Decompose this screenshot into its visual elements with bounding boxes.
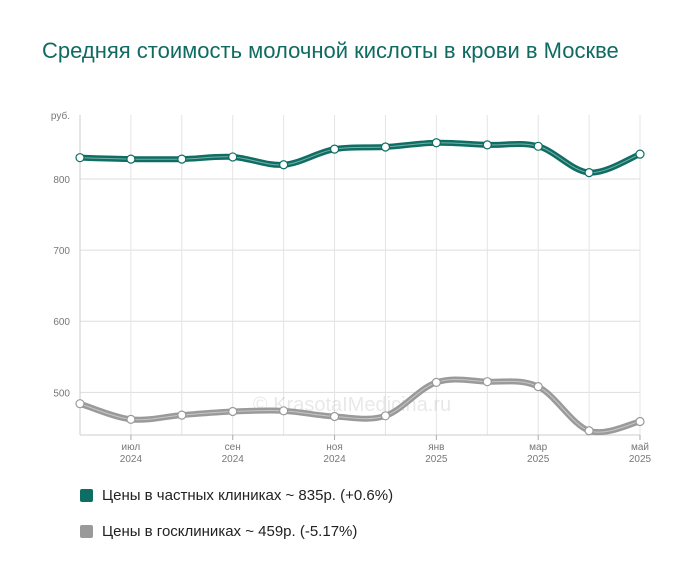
- y-tick-label: 600: [53, 317, 70, 328]
- legend: Цены в частных клиниках ~ 835р. (+0.6%) …: [80, 485, 393, 557]
- legend-label-private: Цены в частных клиниках ~ 835р. (+0.6%): [102, 486, 394, 504]
- data-point[interactable]: [431, 377, 441, 387]
- data-point[interactable]: [75, 153, 85, 163]
- x-tick-label: май: [631, 442, 649, 453]
- y-unit-label: руб.: [51, 110, 70, 122]
- data-point[interactable]: [533, 382, 543, 392]
- x-tick-year: 2025: [629, 454, 652, 465]
- data-point[interactable]: [228, 406, 238, 417]
- x-tick-label: сен: [225, 442, 241, 453]
- grid-layer: [80, 115, 641, 435]
- data-point[interactable]: [75, 399, 85, 409]
- legend-label-public: Цены в госклиниках ~ 459р. (-5.17%): [102, 522, 358, 540]
- data-point[interactable]: [329, 144, 340, 154]
- x-tick-label: янв: [428, 442, 444, 453]
- axis-layer: 500600700800руб.июл2024сен2024ноя2024янв…: [51, 110, 652, 465]
- x-tick-label: июл: [122, 442, 141, 453]
- x-tick-year: 2025: [527, 454, 550, 465]
- data-point[interactable]: [126, 414, 136, 424]
- x-tick-year: 2024: [120, 454, 143, 465]
- x-tick-label: мар: [529, 442, 547, 453]
- data-point[interactable]: [380, 411, 391, 421]
- data-point[interactable]: [635, 149, 645, 159]
- data-point[interactable]: [279, 160, 289, 170]
- data-point[interactable]: [228, 152, 238, 162]
- data-point[interactable]: [482, 377, 492, 387]
- legend-item-public[interactable]: Цены в госклиниках ~ 459р. (-5.17%): [80, 521, 393, 541]
- points-layer: [75, 138, 645, 436]
- x-tick-year: 2024: [222, 454, 245, 465]
- data-point[interactable]: [635, 416, 645, 427]
- chart-title: Средняя стоимость молочной кислоты в кро…: [42, 38, 619, 63]
- legend-swatch-public: [80, 524, 93, 538]
- legend-item-private[interactable]: Цены в частных клиниках ~ 835р. (+0.6%): [80, 485, 393, 505]
- legend-swatch-private: [80, 488, 93, 502]
- data-point[interactable]: [279, 406, 289, 416]
- x-tick-year: 2025: [425, 454, 448, 465]
- x-tick-year: 2024: [323, 454, 346, 465]
- data-point[interactable]: [584, 168, 594, 178]
- y-tick-label: 800: [53, 175, 70, 186]
- data-point[interactable]: [177, 154, 187, 164]
- y-tick-label: 500: [53, 388, 70, 399]
- y-tick-label: 700: [53, 246, 70, 257]
- data-point[interactable]: [380, 142, 391, 152]
- data-point[interactable]: [329, 411, 340, 422]
- series-layer: [77, 139, 643, 436]
- data-point[interactable]: [126, 154, 136, 164]
- data-point[interactable]: [431, 138, 441, 148]
- data-point[interactable]: [177, 410, 187, 420]
- x-tick-label: ноя: [326, 442, 343, 453]
- data-point[interactable]: [533, 141, 543, 151]
- data-point[interactable]: [482, 140, 492, 150]
- data-point[interactable]: [584, 426, 594, 436]
